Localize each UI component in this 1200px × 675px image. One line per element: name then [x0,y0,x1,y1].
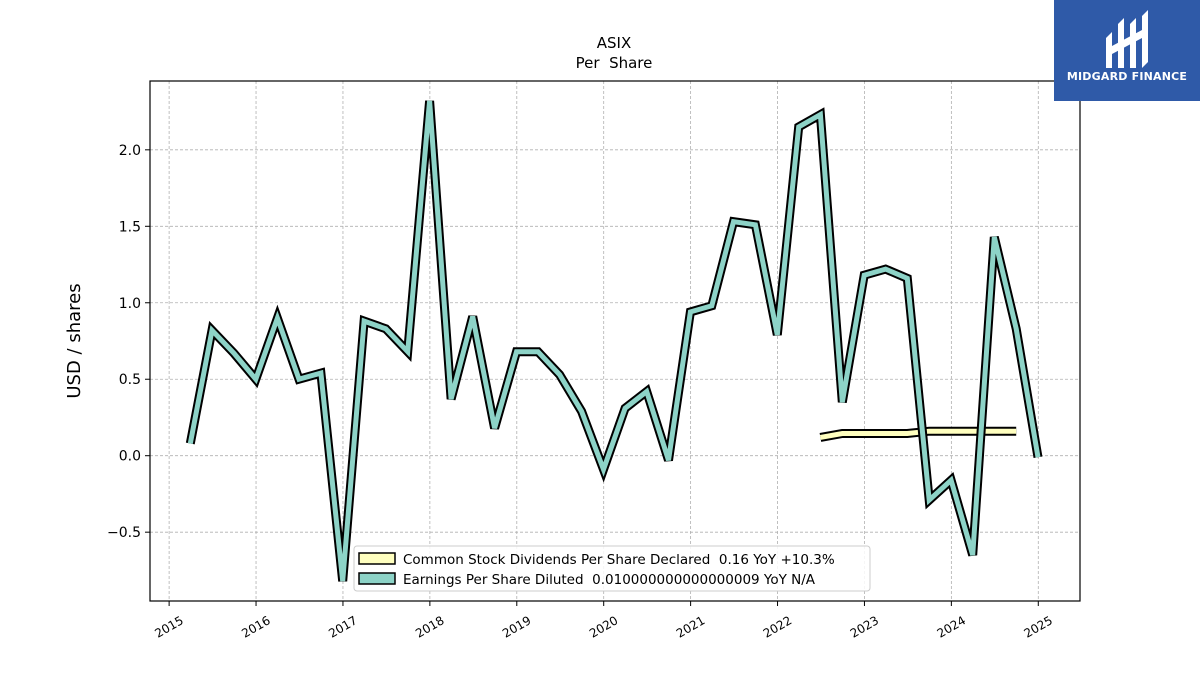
y-axis-label: USD / shares [64,283,85,398]
series-line [187,100,1041,582]
legend-swatch [358,572,396,585]
x-tick-label: 2018 [413,613,446,640]
x-tick-label: 2017 [326,613,359,640]
legend-label: Common Stock Dividends Per Share Declare… [403,552,835,568]
y-tick-label: 0.5 [119,372,141,388]
x-tick-label: 2015 [152,613,185,640]
x-tick-label: 2025 [1022,613,1055,640]
series-line-outline [185,100,1043,582]
x-tick-label: 2016 [239,613,272,640]
chart-subtitle: Per Share [576,54,653,72]
brand-logo: MIDGARD FINANCE [1054,0,1200,101]
chart-title: ASIX [597,34,631,52]
x-tick-label: 2024 [935,613,968,640]
series-layer [185,100,1043,582]
x-tick-label: 2019 [500,613,533,640]
legend-swatch [358,552,396,565]
x-tick-label: 2021 [674,613,707,640]
y-tick-label: 1.5 [119,219,141,235]
y-tick-label: 2.0 [119,143,141,159]
y-tick-label: 1.0 [119,296,141,312]
brand-name: MIDGARD FINANCE [1066,70,1188,83]
legend-label: Earnings Per Share Diluted 0.01000000000… [403,572,816,588]
x-tick-label: 2023 [848,613,881,640]
plot-frame [149,80,1081,602]
x-tick-label: 2022 [761,613,794,640]
legend: Common Stock Dividends Per Share Declare… [353,545,871,592]
midgard-logo-icon [1106,10,1148,68]
y-tick-label: 0.0 [119,449,141,465]
legend-box [353,545,871,592]
y-tick-label: −0.5 [107,525,141,541]
x-tick-label: 2020 [587,613,620,640]
